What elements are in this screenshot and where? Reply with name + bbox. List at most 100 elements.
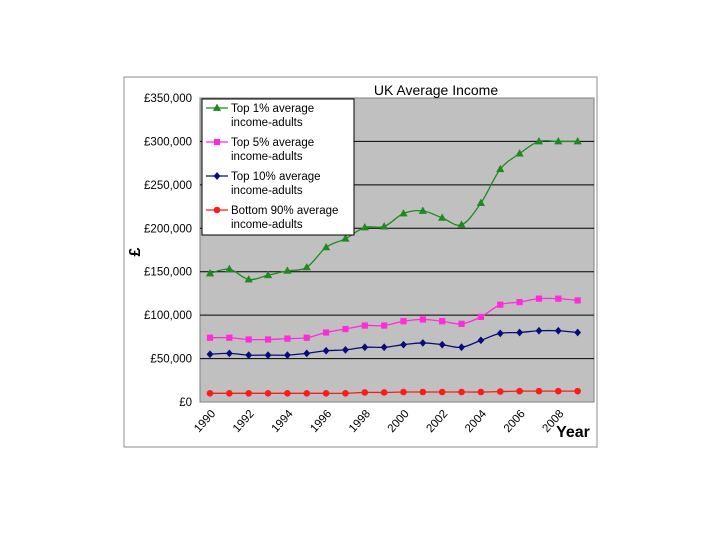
square-marker [342, 325, 349, 333]
diamond-marker [303, 349, 311, 358]
diamond-marker [554, 326, 562, 335]
diamond-marker [419, 339, 427, 347]
diamond-marker [516, 328, 524, 337]
diamond-marker [245, 351, 253, 359]
triangle-marker [438, 213, 447, 221]
series-3 [206, 326, 582, 359]
diamond-marker [380, 343, 388, 352]
legend-square-marker [213, 138, 221, 146]
circle-marker [419, 388, 427, 396]
square-marker [400, 318, 407, 325]
triangle-marker [263, 270, 273, 279]
legend-box [201, 98, 355, 236]
square-marker [245, 336, 252, 343]
circle-marker [245, 390, 252, 397]
square-marker [555, 295, 562, 302]
circle-marker [477, 388, 485, 396]
circle-marker [284, 390, 291, 397]
square-marker [264, 336, 272, 343]
diamond-marker [206, 350, 214, 359]
triangle-marker [573, 137, 582, 145]
legend-label: income-adults [231, 185, 303, 197]
legend-entry: Top 5% average income-adults [206, 137, 314, 163]
circle-marker [303, 390, 311, 397]
y-tick-label: £0 [179, 397, 192, 409]
diamond-marker [458, 343, 465, 352]
legend-triangle-marker [212, 103, 222, 111]
triangle-marker [554, 137, 563, 145]
square-marker [477, 313, 485, 320]
diamond-marker [535, 326, 543, 335]
legend-entry: Top 1% average income-adults [206, 103, 314, 129]
square-marker [574, 297, 581, 304]
series-4 [206, 387, 581, 397]
square-marker [497, 301, 504, 308]
triangle-marker [283, 266, 292, 274]
diamond-marker [400, 340, 407, 349]
y-axis-label: £ [127, 247, 144, 256]
series-layer [205, 137, 582, 397]
circle-marker [264, 390, 272, 397]
legend-entry: Bottom 90% average income-adults [206, 205, 338, 231]
circle-marker [554, 387, 562, 395]
diamond-marker [361, 343, 369, 352]
diamond-marker [225, 349, 233, 358]
triangle-marker [380, 222, 389, 230]
triangle-marker [476, 198, 486, 206]
triangle-marker [496, 164, 505, 173]
circle-marker [458, 388, 465, 396]
square-marker [226, 334, 233, 341]
y-tick-label: £300,000 [144, 136, 192, 148]
square-marker [516, 299, 523, 306]
diamond-marker [496, 329, 504, 338]
diamond-marker [574, 328, 582, 337]
y-tick-label: £100,000 [144, 310, 192, 322]
circle-marker [574, 387, 581, 395]
legend-diamond-marker [213, 172, 221, 180]
triangle-marker [360, 223, 369, 231]
y-tick-label: £150,000 [144, 267, 192, 279]
circle-marker [496, 388, 504, 395]
legend-entry: Top 10% average income-adults [206, 171, 321, 197]
square-marker [535, 295, 543, 302]
y-tick-label: £50,000 [150, 354, 192, 366]
triangle-marker [457, 220, 466, 228]
legend-label: Top 5% average [231, 137, 314, 149]
square-marker [206, 334, 214, 341]
triangle-marker [244, 275, 253, 283]
legend-label: Top 10% average [231, 171, 321, 183]
square-marker [303, 334, 310, 341]
triangle-marker [534, 137, 544, 145]
y-axis-ticks: £0 £50,000 £100,000 £150,000 £200,000 £250,00… [144, 93, 192, 409]
diamond-marker [342, 346, 349, 354]
chart-title: UK Average Income [374, 82, 498, 98]
square-marker [322, 329, 330, 336]
diamond-marker [438, 340, 446, 349]
circle-marker [342, 390, 349, 397]
circle-marker [361, 389, 369, 396]
diamond-marker [283, 351, 291, 359]
triangle-marker [399, 209, 408, 217]
diamond-marker [477, 336, 485, 345]
triangle-marker [302, 262, 311, 271]
y-tick-label: £250,000 [144, 180, 192, 192]
circle-marker [322, 390, 330, 397]
triangle-marker [321, 242, 331, 251]
circle-marker [516, 387, 523, 395]
square-marker [381, 322, 388, 329]
triangle-marker [515, 149, 524, 157]
legend-label: Top 1% average [231, 103, 314, 115]
legend-label: Bottom 90% average [231, 205, 338, 217]
circle-marker [535, 387, 543, 395]
square-marker [361, 322, 368, 329]
legend-label: income-adults [231, 151, 303, 163]
series-2 [206, 295, 581, 343]
square-marker [439, 318, 446, 325]
triangle-marker [205, 269, 215, 277]
x-axis-label: Year [556, 424, 590, 441]
legend-label: income-adults [231, 117, 303, 129]
circle-marker [400, 388, 407, 396]
triangle-marker [225, 264, 234, 273]
